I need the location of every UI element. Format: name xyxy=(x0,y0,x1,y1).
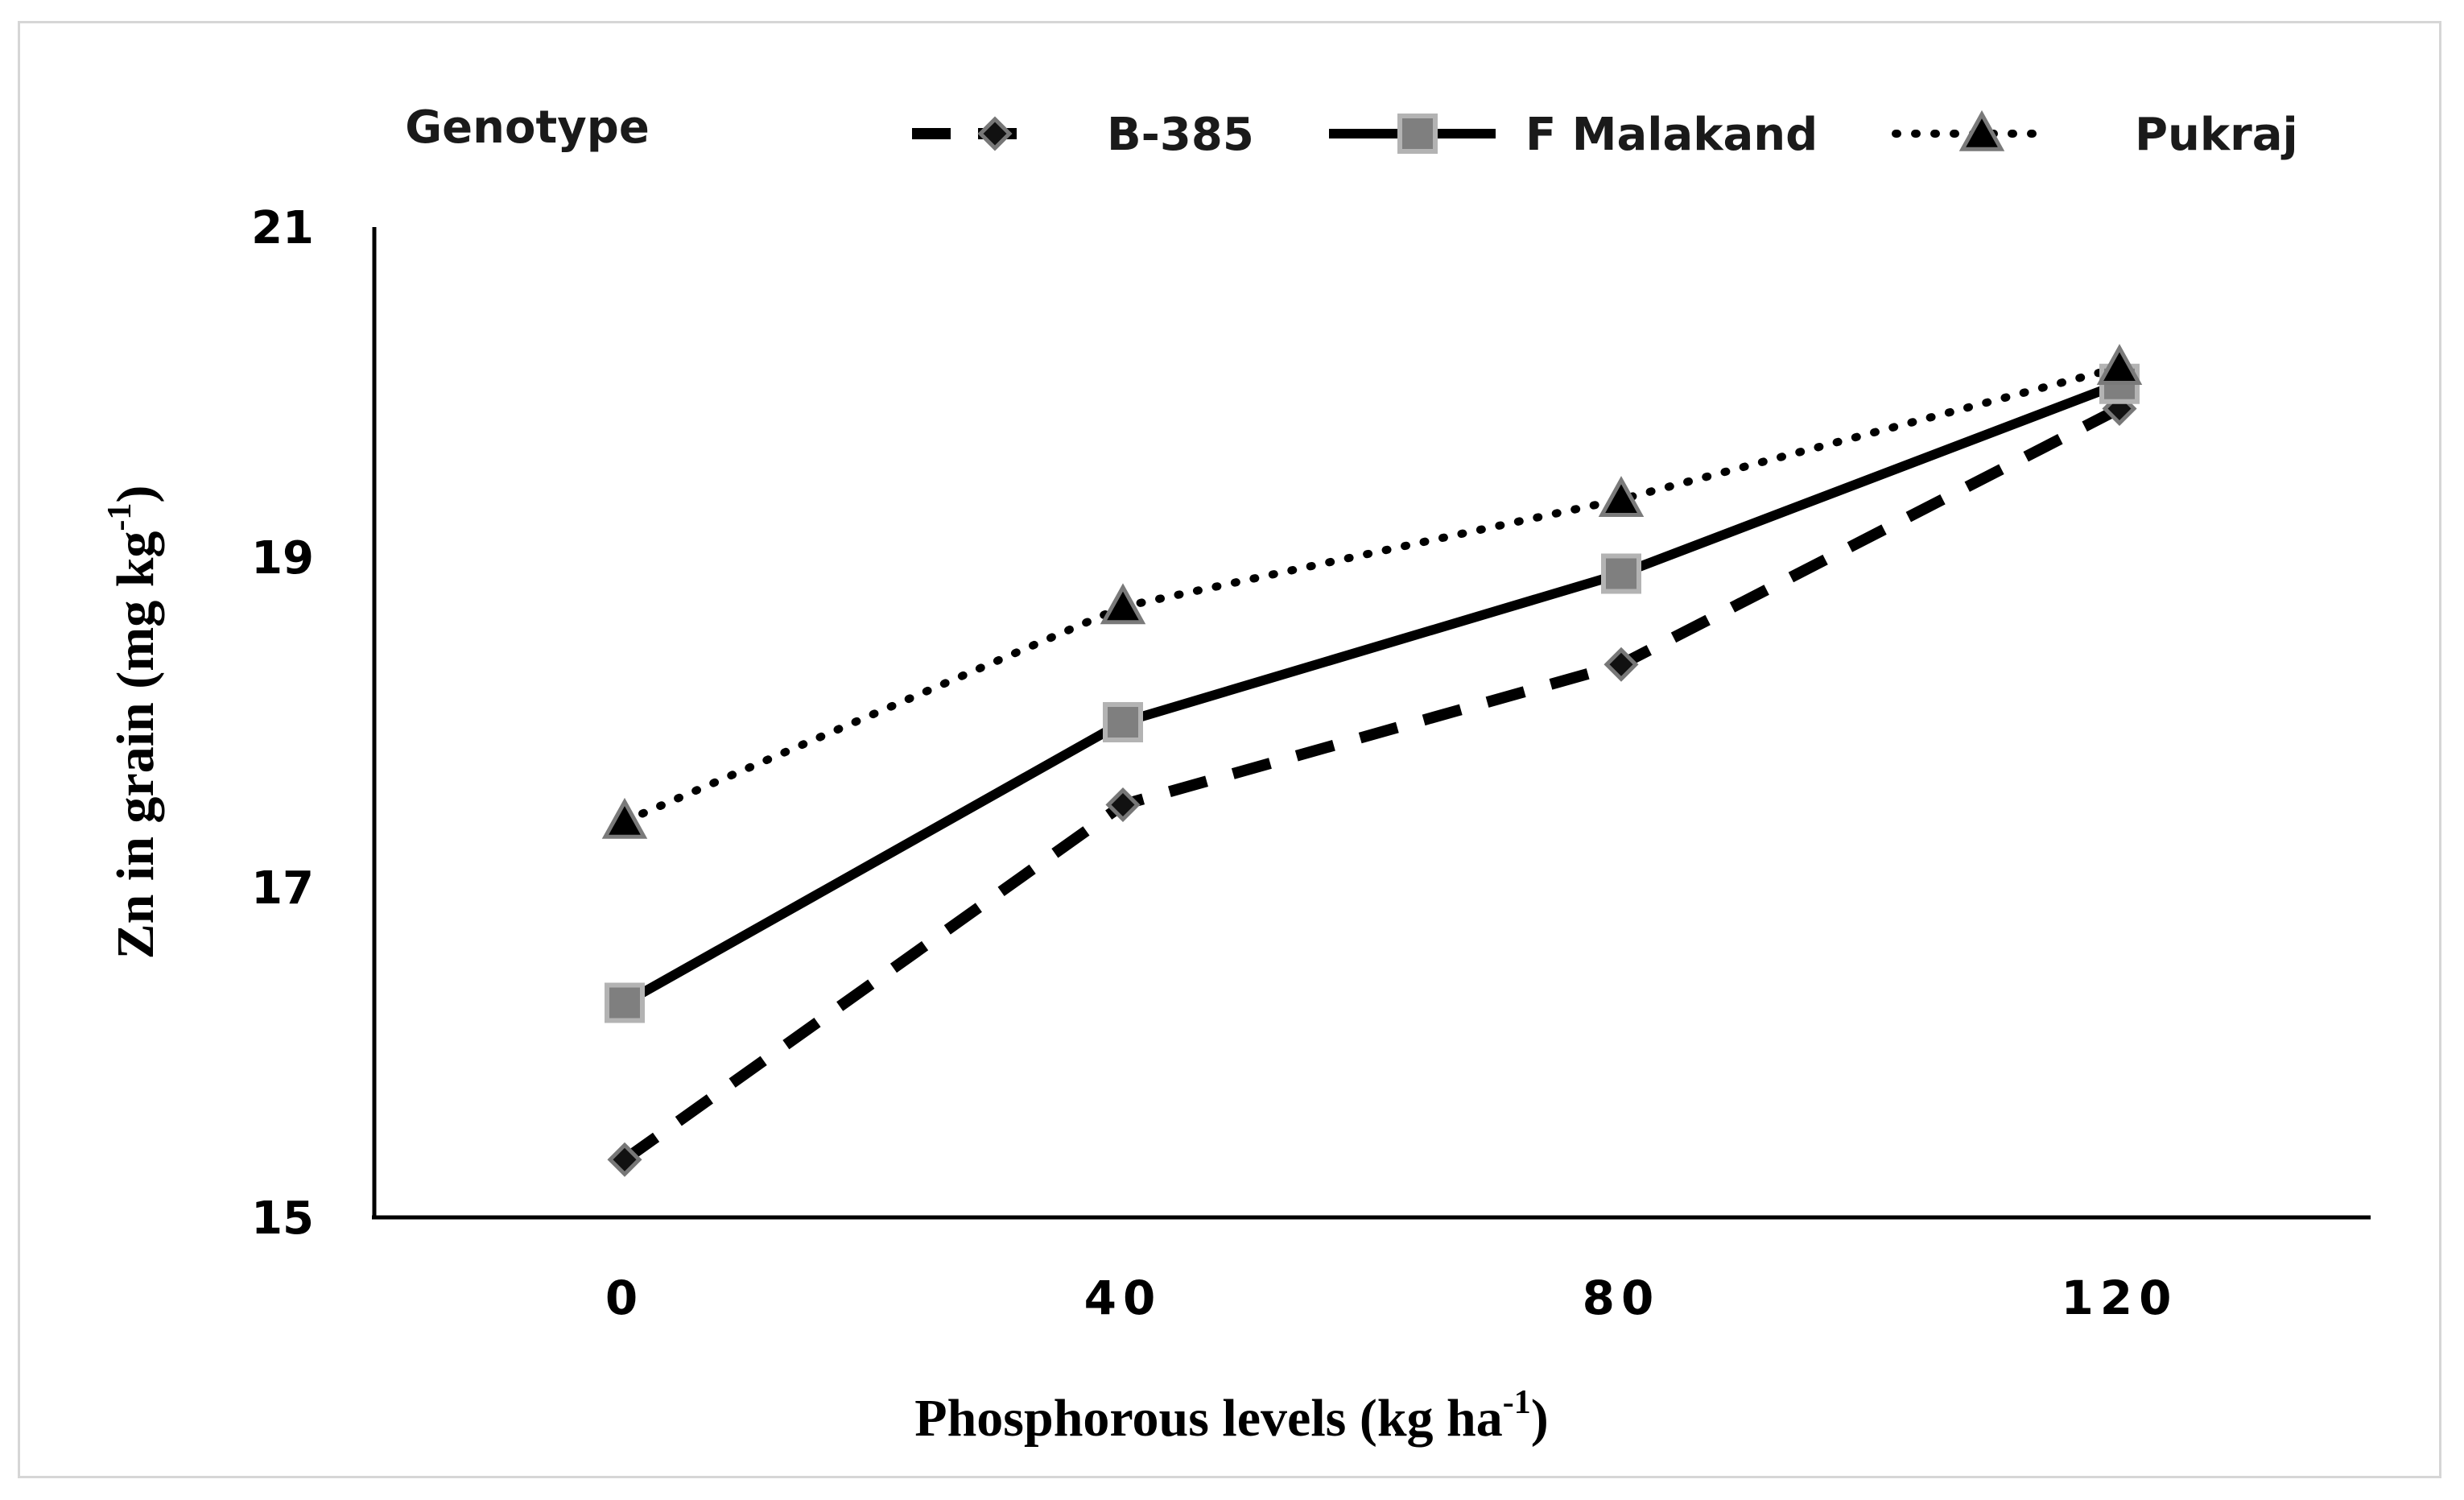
x-tick-label: 0 xyxy=(605,1271,644,1325)
series-line-b-385 xyxy=(621,403,2123,1164)
legend: Genotype B-385 F Malakand Pukraj xyxy=(405,101,2298,161)
data-point xyxy=(1598,476,1645,517)
y-tick-label: 17 xyxy=(251,862,314,915)
legend-title: Genotype xyxy=(405,101,650,154)
legend-label: Pukraj xyxy=(2135,109,2298,161)
x-tick-label: 120 xyxy=(2061,1271,2177,1325)
legend-marker xyxy=(1397,114,1438,154)
x-tick-label: 80 xyxy=(1583,1271,1661,1325)
legend-label: F Malakand xyxy=(1525,109,1818,161)
data-point xyxy=(601,797,648,839)
series-line-pukraj xyxy=(621,363,2123,825)
data-point xyxy=(607,1142,642,1177)
legend-marker xyxy=(977,116,1013,151)
series-markers xyxy=(601,344,2143,1177)
series-line-f-malakand xyxy=(622,379,2122,1007)
data-point xyxy=(1103,702,1143,742)
legend-label: B-385 xyxy=(1107,109,1254,161)
x-axis-title: Phosphorous levels (kg ha-1) xyxy=(914,1384,1548,1448)
y-tick-label: 21 xyxy=(251,202,314,254)
y-tick-label: 15 xyxy=(251,1192,314,1245)
x-tick-label: 40 xyxy=(1084,1271,1162,1325)
y-axis-title: Zn in grain (mg kg-1) xyxy=(101,486,165,960)
x-tick-labels: 0 40 80 120 xyxy=(605,1271,2177,1325)
legend-marker xyxy=(1958,110,2005,151)
data-point xyxy=(1105,787,1141,823)
chart-frame xyxy=(18,21,2441,1478)
y-tick-labels: 15 17 19 21 xyxy=(251,202,314,1245)
axes xyxy=(372,227,2371,1220)
series-lines xyxy=(621,363,2123,1164)
data-point xyxy=(2096,344,2143,385)
data-point xyxy=(1100,583,1146,625)
y-tick-label: 19 xyxy=(251,532,314,585)
data-point xyxy=(1601,553,1641,594)
data-point xyxy=(1603,647,1639,682)
data-point xyxy=(605,982,645,1023)
